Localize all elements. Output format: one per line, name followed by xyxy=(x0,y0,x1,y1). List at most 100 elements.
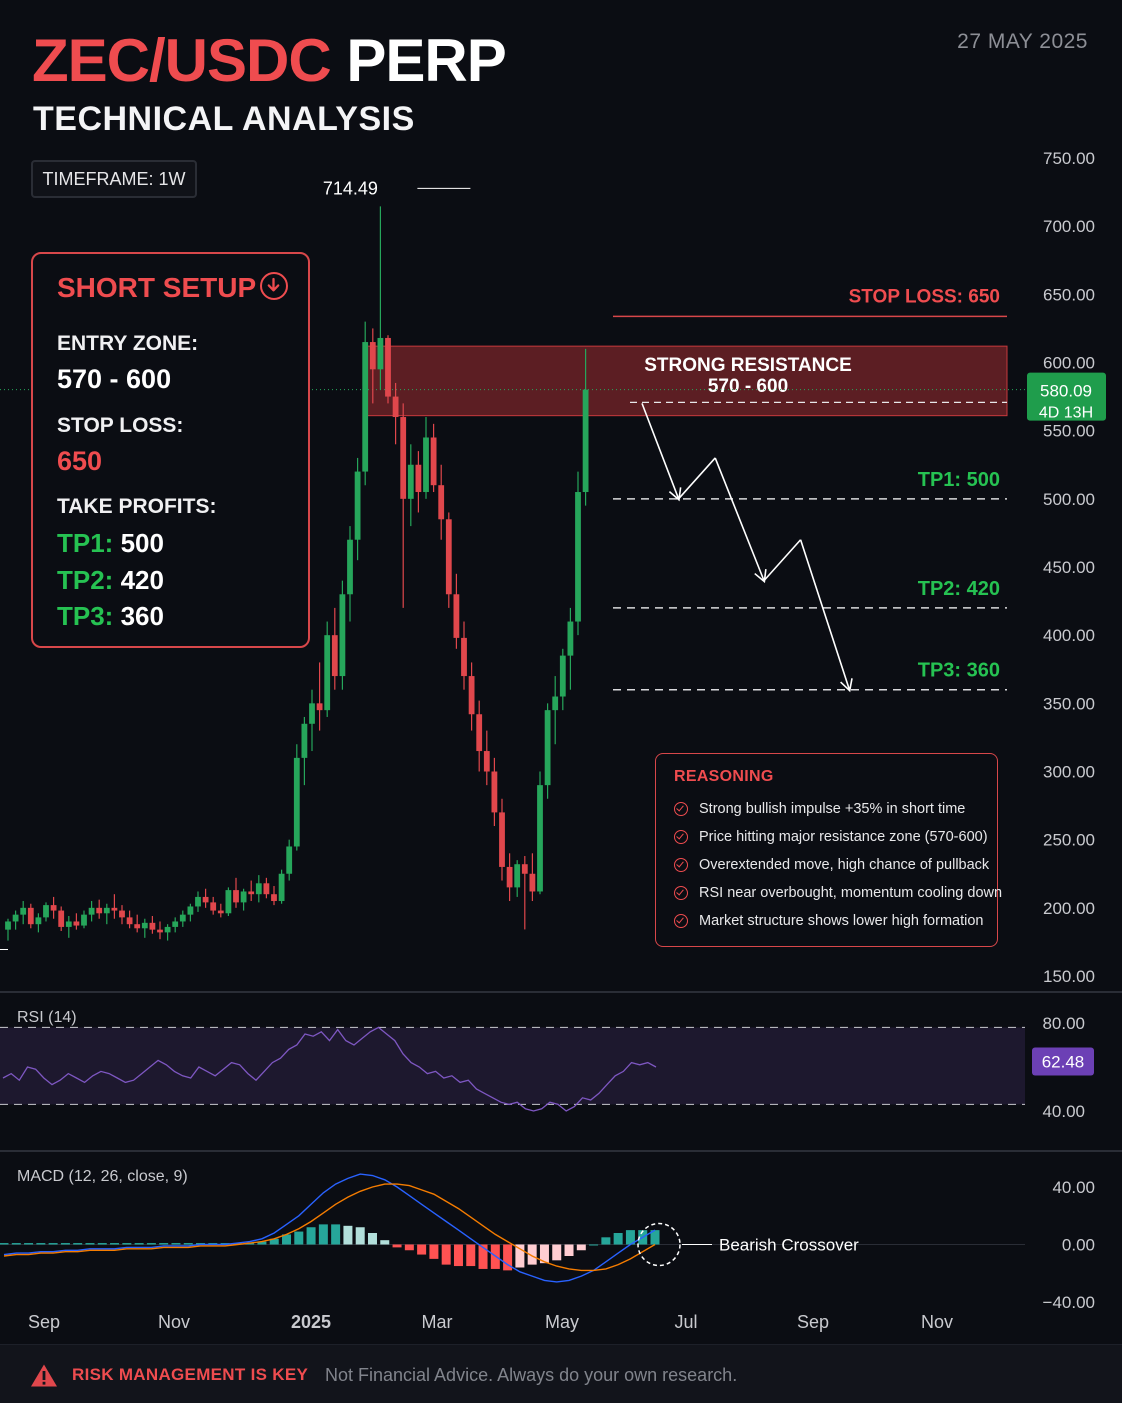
candle-body xyxy=(445,519,452,595)
macd-histogram-bar xyxy=(294,1231,304,1245)
candle-body xyxy=(438,485,445,520)
projection-arrow xyxy=(763,539,802,582)
candle-body xyxy=(187,906,194,915)
time-axis-tick: Nov xyxy=(158,1312,190,1332)
last-price-value: 580.09 xyxy=(1040,382,1092,401)
check-circle-icon xyxy=(674,886,688,900)
timeframe-badge[interactable]: TIMEFRAME: 1W xyxy=(31,160,197,198)
tp-level-label: TP2: 420 xyxy=(918,578,1000,600)
rsi-axis-tick: 80.00 xyxy=(1042,1014,1085,1033)
candle-body xyxy=(263,883,270,895)
candle-body xyxy=(514,864,521,888)
tp2-value: 420 xyxy=(120,565,164,595)
macd-histogram-bar xyxy=(429,1244,439,1259)
candle-body xyxy=(377,337,384,370)
macd-histogram-bar xyxy=(466,1244,476,1267)
candle-body xyxy=(50,905,57,911)
reasoning-item: RSI near overbought, momentum cooling do… xyxy=(674,882,1002,904)
tp-level-label: TP3: 360 xyxy=(918,660,1000,682)
projection-arrow xyxy=(714,457,767,584)
check-circle-icon xyxy=(674,858,688,872)
candle-body xyxy=(27,907,34,925)
macd-histogram-bar xyxy=(171,1243,181,1245)
macd-histogram-bar xyxy=(85,1243,95,1245)
reasoning-item-text: Strong bullish impulse +35% in short tim… xyxy=(699,801,966,817)
rsi-line xyxy=(2,1026,657,1112)
price-axis-tick: 250.00 xyxy=(1043,831,1095,850)
candle-body xyxy=(544,710,551,786)
macd-histogram-bar xyxy=(478,1244,488,1269)
macd-histogram-bar xyxy=(650,1230,660,1245)
time-axis-tick: Nov xyxy=(921,1312,953,1332)
stop-loss-label: STOP LOSS: xyxy=(57,414,184,437)
macd-axis-tick: −40.00 xyxy=(1043,1293,1095,1312)
tp-level-label: TP1: 500 xyxy=(918,469,1000,491)
rsi-value-tag xyxy=(1032,1047,1094,1076)
rsi-value-text: 62.48 xyxy=(1042,1053,1085,1072)
candle-body xyxy=(385,337,391,397)
candle-body xyxy=(233,890,239,903)
candle-body xyxy=(149,922,156,930)
macd-histogram-bar xyxy=(36,1243,46,1245)
candle-body xyxy=(415,464,422,493)
tp3-row: TP3: 360 xyxy=(57,601,164,632)
candle-body xyxy=(88,907,95,915)
reasoning-item-text: Overextended move, high chance of pullba… xyxy=(699,857,990,873)
macd-histogram-bar xyxy=(355,1227,365,1245)
reasoning-item: Overextended move, high chance of pullba… xyxy=(674,854,989,876)
candle-body xyxy=(324,635,331,711)
candle-body xyxy=(65,921,72,927)
price-axis-tick: 650.00 xyxy=(1043,285,1095,304)
candle-body xyxy=(278,873,285,902)
candle-body xyxy=(286,846,293,874)
candle-body xyxy=(362,342,369,472)
candle-body xyxy=(423,437,429,493)
candle-body xyxy=(103,907,110,914)
macd-histogram-bar xyxy=(220,1243,230,1245)
tp2-key: TP2: xyxy=(57,565,114,595)
macd-histogram-bar xyxy=(208,1243,218,1245)
tp3-key: TP3: xyxy=(57,601,114,631)
macd-histogram-bar xyxy=(73,1243,83,1245)
candle-countdown: 4D 13H xyxy=(1039,405,1093,422)
price-axis-tick: 600.00 xyxy=(1043,354,1095,373)
macd-line xyxy=(3,1173,656,1283)
reasoning-item: Price hitting major resistance zone (570… xyxy=(674,826,988,848)
candle-body xyxy=(126,917,133,925)
tp1-row: TP1: 500 xyxy=(57,528,164,559)
date-label: 27 MAY 2025 xyxy=(957,30,1088,53)
macd-histogram-bar xyxy=(331,1224,341,1245)
candle-body xyxy=(354,471,361,540)
time-axis-tick: Sep xyxy=(28,1312,60,1332)
resistance-range-label: 570 - 600 xyxy=(708,376,788,397)
candle-body xyxy=(301,723,308,758)
macd-histogram-bar xyxy=(282,1234,292,1245)
reasoning-panel: REASONING Strong bullish impulse +35% in… xyxy=(655,753,1002,947)
macd-histogram-bar xyxy=(257,1241,267,1245)
check-circle-icon xyxy=(674,830,688,844)
macd-histogram-bar xyxy=(527,1244,537,1265)
macd-histogram-bar xyxy=(97,1243,107,1245)
macd-histogram-bar xyxy=(146,1243,156,1245)
disclaimer-text: Not Financial Advice. Always do your own… xyxy=(325,1365,738,1385)
macd-histogram-bar xyxy=(453,1244,463,1267)
setup-title: SHORT SETUP xyxy=(57,272,257,303)
candle-body xyxy=(575,492,581,622)
time-axis-tick: Sep xyxy=(797,1312,829,1332)
entry-zone-label: ENTRY ZONE: xyxy=(57,332,199,355)
candle-body xyxy=(293,757,300,847)
candle-body xyxy=(559,655,566,697)
reasoning-item-text: Market structure shows lower high format… xyxy=(699,913,984,929)
price-axis-tick: 150.00 xyxy=(1043,967,1095,986)
rsi-band xyxy=(0,1027,1025,1105)
tp2-row: TP2: 420 xyxy=(57,565,164,596)
macd-histogram-bar xyxy=(613,1233,623,1245)
macd-histogram-bar xyxy=(392,1244,402,1248)
candle-body xyxy=(499,812,505,867)
price-axis-tick: 750.00 xyxy=(1043,149,1095,168)
price-axis-tick: 500.00 xyxy=(1043,490,1095,509)
candle-body xyxy=(309,703,315,724)
page-title: ZEC/USDC PERP xyxy=(32,28,507,94)
macd-axis-tick: 0.00 xyxy=(1062,1236,1095,1255)
candle-body xyxy=(483,751,490,772)
